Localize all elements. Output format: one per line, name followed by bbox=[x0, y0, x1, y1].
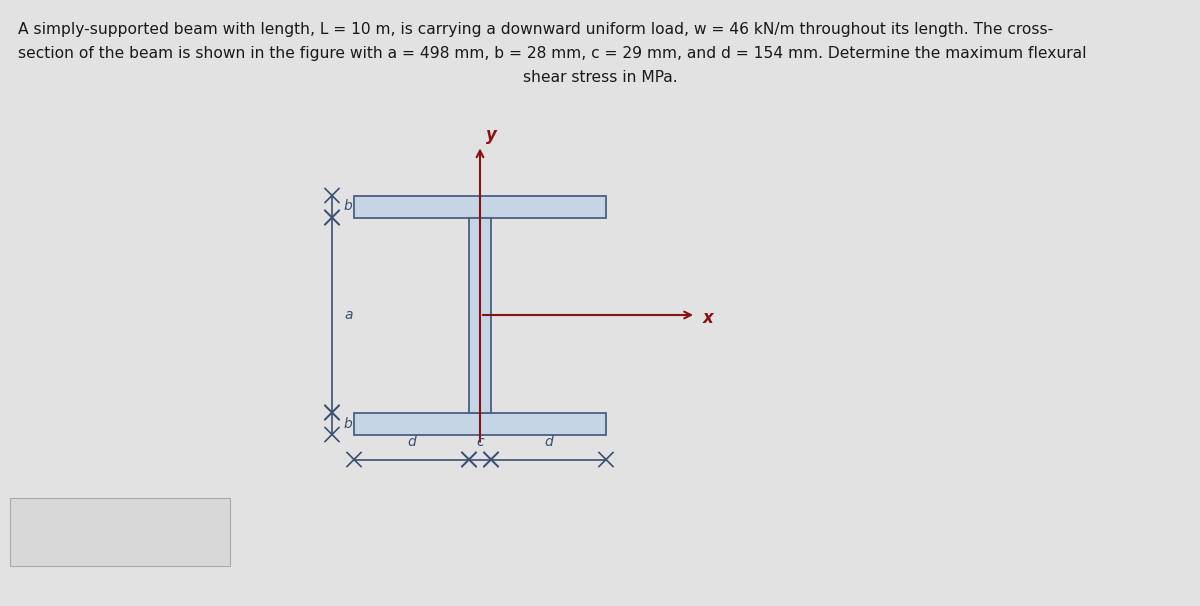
Text: c: c bbox=[476, 436, 484, 450]
Text: shear stress in MPa.: shear stress in MPa. bbox=[523, 70, 677, 85]
Text: y: y bbox=[486, 125, 497, 144]
Bar bbox=[354, 413, 606, 435]
Text: d: d bbox=[407, 436, 416, 450]
Text: section of the beam is shown in the figure with a = 498 mm, b = 28 mm, c = 29 mm: section of the beam is shown in the figu… bbox=[18, 46, 1086, 61]
Text: b: b bbox=[344, 199, 353, 213]
Text: x: x bbox=[703, 309, 714, 327]
Bar bbox=[354, 196, 606, 218]
Text: b: b bbox=[344, 416, 353, 430]
Text: A simply-supported beam with length, L = 10 m, is carrying a downward uniform lo: A simply-supported beam with length, L =… bbox=[18, 22, 1054, 37]
Text: a: a bbox=[344, 308, 353, 322]
Bar bbox=[469, 218, 491, 413]
Text: d: d bbox=[544, 436, 553, 450]
Bar bbox=[10, 498, 230, 566]
